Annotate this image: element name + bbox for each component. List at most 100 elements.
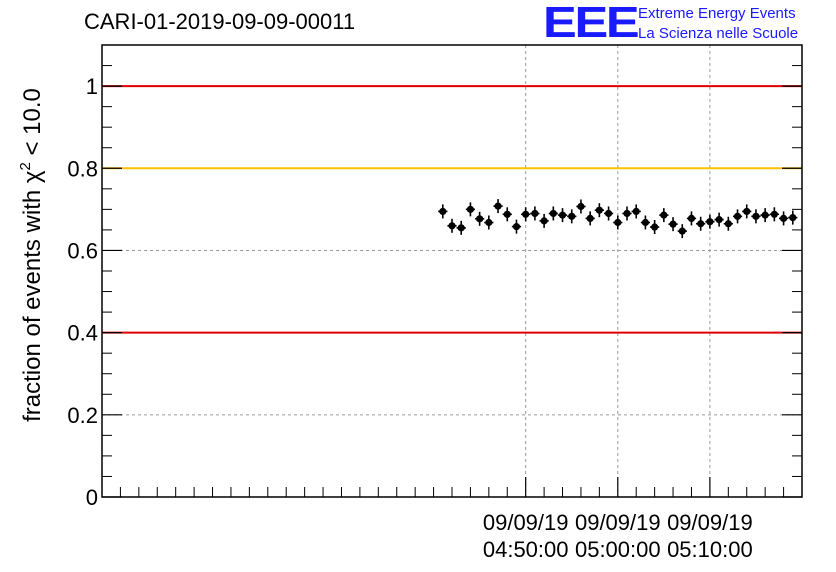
y-tick-label: 0.2 bbox=[67, 403, 98, 428]
data-point bbox=[502, 207, 512, 222]
point-marker bbox=[586, 214, 594, 223]
point-marker bbox=[604, 209, 613, 218]
x-tick-label-time: 05:00:00 bbox=[575, 537, 661, 562]
point-marker bbox=[457, 224, 465, 232]
point-marker bbox=[651, 223, 659, 231]
data-point bbox=[567, 209, 577, 224]
point-marker bbox=[632, 207, 640, 216]
data-point bbox=[484, 215, 494, 230]
point-marker bbox=[733, 212, 742, 220]
point-marker bbox=[531, 209, 539, 218]
point-marker bbox=[761, 211, 769, 219]
point-marker bbox=[503, 210, 511, 218]
point-marker bbox=[724, 220, 732, 228]
point-marker bbox=[697, 220, 705, 228]
x-tick-label-date: 09/09/19 bbox=[483, 510, 569, 535]
x-tick-labels: 09/09/1904:50:0009/09/1905:00:0009/09/19… bbox=[483, 510, 753, 562]
x-tick-label-time: 04:50:00 bbox=[483, 537, 569, 562]
point-marker bbox=[439, 207, 447, 216]
point-marker bbox=[558, 211, 567, 219]
data-point bbox=[548, 206, 558, 221]
data-point bbox=[668, 217, 678, 232]
data-point bbox=[622, 206, 632, 221]
point-marker bbox=[448, 222, 456, 230]
data-point bbox=[686, 211, 697, 226]
x-tick-label-time: 05:10:00 bbox=[667, 537, 753, 562]
point-marker bbox=[706, 218, 714, 226]
logo-text-line2: La Scienza nelle Scuole bbox=[638, 25, 799, 42]
data-point bbox=[760, 208, 770, 223]
point-marker bbox=[743, 207, 751, 216]
point-marker bbox=[623, 209, 631, 218]
data-points bbox=[438, 199, 798, 239]
point-marker bbox=[614, 218, 622, 227]
point-marker bbox=[770, 210, 778, 218]
axis-ticks bbox=[101, 44, 803, 498]
point-marker bbox=[715, 216, 723, 224]
data-point bbox=[677, 224, 687, 239]
data-point bbox=[594, 203, 604, 218]
data-point bbox=[788, 210, 798, 225]
data-point bbox=[493, 199, 503, 214]
data-point bbox=[751, 209, 761, 224]
x-tick-label-date: 09/09/19 bbox=[575, 510, 661, 535]
point-marker bbox=[595, 206, 603, 214]
x-tick-label-date: 09/09/19 bbox=[667, 510, 753, 535]
data-point bbox=[475, 211, 485, 226]
data-point bbox=[714, 212, 724, 227]
point-marker bbox=[660, 211, 668, 219]
data-point bbox=[769, 207, 779, 222]
point-marker bbox=[476, 215, 484, 223]
reference-lines bbox=[102, 85, 802, 334]
data-point bbox=[705, 214, 715, 229]
data-point bbox=[511, 219, 522, 234]
y-tick-label: 1 bbox=[86, 74, 98, 99]
point-marker bbox=[678, 227, 686, 235]
point-marker bbox=[522, 210, 530, 218]
data-point bbox=[447, 218, 457, 233]
data-point bbox=[659, 208, 669, 223]
y-axis-label-prefix: fraction of events with χ bbox=[19, 170, 46, 422]
data-point bbox=[603, 206, 614, 221]
data-point bbox=[521, 207, 531, 222]
data-point bbox=[631, 204, 641, 219]
point-marker bbox=[789, 213, 797, 222]
data-point bbox=[539, 213, 549, 228]
data-point bbox=[613, 215, 623, 230]
point-marker bbox=[512, 223, 521, 231]
data-point bbox=[778, 211, 789, 226]
y-axis-label: fraction of events with χ2 < 10.0 bbox=[17, 88, 46, 422]
y-tick-label: 0 bbox=[86, 485, 98, 510]
data-point bbox=[530, 206, 540, 221]
y-tick-labels: 0 0.2 0.4 0.6 0.8 1 bbox=[67, 74, 98, 510]
logo-mark: EEE bbox=[543, 0, 640, 47]
point-marker bbox=[687, 214, 696, 223]
point-marker bbox=[568, 212, 576, 220]
data-point bbox=[456, 220, 466, 235]
y-tick-label: 0.8 bbox=[67, 156, 98, 181]
data-point bbox=[650, 220, 660, 235]
point-marker bbox=[641, 218, 650, 227]
data-point bbox=[438, 204, 448, 219]
grid-lines bbox=[102, 45, 802, 497]
point-marker bbox=[779, 214, 788, 223]
chart-title: CARI-01-2019-09-09-00011 bbox=[84, 9, 356, 34]
point-marker bbox=[466, 205, 475, 213]
y-axis-label-superscript: 2 bbox=[17, 162, 34, 170]
point-marker bbox=[494, 202, 502, 210]
data-point bbox=[696, 216, 706, 231]
data-point bbox=[732, 209, 743, 224]
y-tick-label: 0.4 bbox=[67, 321, 98, 346]
y-tick-label: 0.6 bbox=[67, 238, 98, 263]
point-marker bbox=[540, 217, 548, 225]
point-marker bbox=[752, 212, 760, 220]
y-axis-label-suffix: < 10.0 bbox=[19, 88, 46, 162]
data-point bbox=[465, 202, 476, 217]
data-point bbox=[576, 199, 586, 214]
data-point bbox=[585, 211, 595, 226]
data-point bbox=[742, 204, 752, 219]
data-point bbox=[640, 215, 651, 230]
point-marker bbox=[577, 202, 585, 211]
point-marker bbox=[485, 218, 493, 227]
